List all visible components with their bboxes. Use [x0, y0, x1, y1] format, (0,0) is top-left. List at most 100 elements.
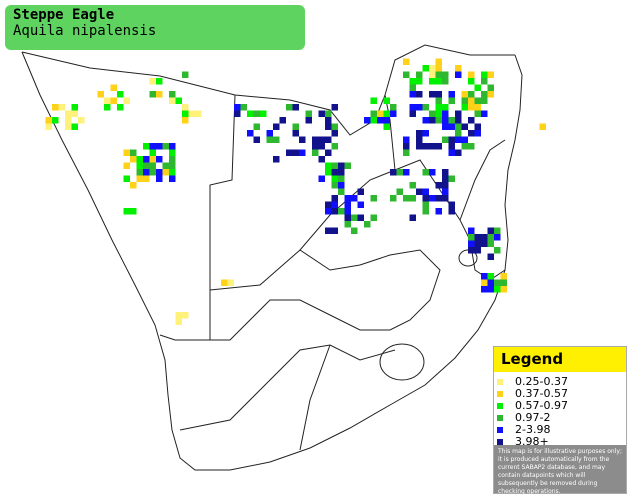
grid-cell: [123, 97, 130, 104]
grid-cell: [468, 104, 475, 111]
grid-cell: [123, 208, 130, 215]
legend-item: 0.37-0.57: [497, 388, 626, 400]
grid-cell: [448, 149, 455, 156]
grid-cell: [442, 182, 449, 189]
grid-cell: [169, 169, 176, 176]
grid-cell: [351, 214, 358, 221]
grid-cell: [474, 97, 481, 104]
grid-cell: [299, 149, 306, 156]
grid-cell: [468, 78, 475, 85]
grid-cell: [156, 156, 163, 163]
grid-cell: [182, 110, 189, 117]
grid-cell: [123, 175, 130, 182]
grid-cell: [409, 104, 416, 111]
grid-cell: [286, 149, 293, 156]
grid-cell: [429, 78, 436, 85]
grid-cell: [455, 136, 462, 143]
grid-cell: [481, 110, 488, 117]
grid-cell: [331, 175, 338, 182]
grid-cell: [416, 78, 423, 85]
grid-cell: [318, 110, 325, 117]
grid-cell: [461, 136, 468, 143]
grid-cell: [442, 123, 449, 130]
grid-cell: [312, 143, 319, 150]
grid-cell: [110, 97, 117, 104]
grid-cell: [435, 208, 442, 215]
grid-cell: [318, 156, 325, 163]
grid-cell: [377, 117, 384, 124]
grid-cell: [461, 91, 468, 98]
grid-cell: [273, 156, 280, 163]
grid-cell: [292, 104, 299, 111]
grid-cell: [234, 104, 241, 111]
grid-cell: [455, 149, 462, 156]
legend-label: 0.37-0.57: [515, 387, 568, 400]
grid-cell: [156, 175, 163, 182]
grid-cell: [325, 123, 332, 130]
grid-cell: [338, 162, 345, 169]
grid-cell: [182, 117, 189, 124]
inner-border: [209, 159, 506, 291]
legend: Legend 0.25-0.37 0.37-0.57 0.57-0.97 0.97-2…: [493, 346, 627, 495]
grid-cell: [416, 130, 423, 137]
grid-cell: [104, 104, 111, 111]
grid-cell: [448, 123, 455, 130]
grid-cell: [156, 91, 163, 98]
grid-cell: [416, 104, 423, 111]
legend-swatch: [497, 415, 503, 421]
grid-cell: [422, 169, 429, 176]
grid-cell: [182, 312, 189, 319]
grid-cell: [338, 169, 345, 176]
grid-cell: [390, 110, 397, 117]
grid-cell: [448, 143, 455, 150]
grid-cell: [487, 273, 494, 280]
grid-cell: [169, 156, 176, 163]
grid-cell: [338, 182, 345, 189]
grid-cell: [45, 123, 52, 130]
grid-cell: [351, 227, 358, 234]
grid-cell: [123, 162, 130, 169]
grid-cell: [468, 227, 475, 234]
title: Steppe Eagle: [13, 7, 115, 23]
grid-cell: [247, 110, 254, 117]
grid-cell: [442, 136, 449, 143]
grid-cell: [52, 104, 59, 111]
grid-cell: [487, 286, 494, 293]
grid-cell: [169, 149, 176, 156]
grid-cell: [182, 104, 189, 111]
legend-note: This map is for illustrative purposes on…: [494, 445, 626, 495]
grid-cell: [149, 149, 156, 156]
grid-cell: [481, 240, 488, 247]
grid-cell: [409, 110, 416, 117]
grid-cell: [260, 110, 267, 117]
legend-label: 0.25-0.37: [515, 375, 568, 388]
grid-cell: [292, 130, 299, 137]
grid-cell: [481, 71, 488, 78]
grid-cell: [162, 143, 169, 150]
grid-cell: [149, 169, 156, 176]
grid-cell: [429, 117, 436, 124]
grid-cell: [331, 195, 338, 202]
grid-cell: [442, 104, 449, 111]
grid-cell: [455, 110, 462, 117]
grid-cell: [338, 175, 345, 182]
grid-cell: [461, 143, 468, 150]
grid-cell: [468, 240, 475, 247]
grid-cell: [442, 117, 449, 124]
grid-cell: [435, 195, 442, 202]
grid-cell: [442, 71, 449, 78]
grid-cell: [149, 78, 156, 85]
grid-cell: [149, 91, 156, 98]
grid-cell: [325, 227, 332, 234]
grid-cell: [130, 208, 137, 215]
moz-border: [459, 139, 506, 221]
grid-cell: [331, 130, 338, 137]
grid-cell: [448, 175, 455, 182]
grid-cell: [468, 130, 475, 137]
legend-item: 0.97-2: [497, 412, 626, 424]
grid-cell: [351, 195, 358, 202]
legend-swatch: [497, 439, 503, 445]
grid-cell: [312, 136, 319, 143]
grid-cell: [468, 143, 475, 150]
